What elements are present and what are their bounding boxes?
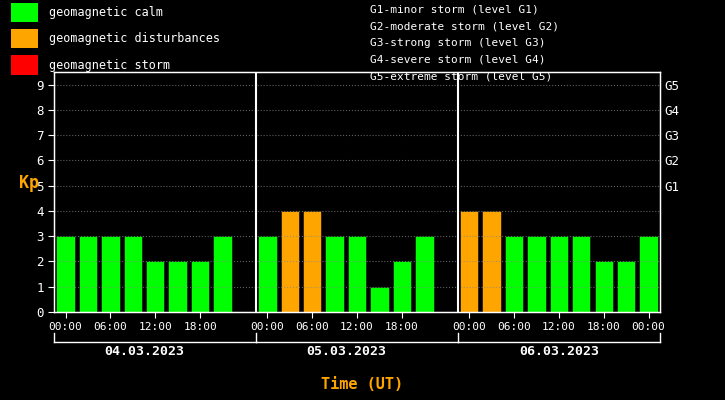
Bar — [617, 262, 635, 312]
Bar — [57, 236, 75, 312]
Text: 06.03.2023: 06.03.2023 — [519, 345, 599, 358]
Bar — [79, 236, 97, 312]
Bar — [124, 236, 142, 312]
Bar — [572, 236, 590, 312]
Bar — [594, 262, 613, 312]
Bar — [527, 236, 546, 312]
Bar — [191, 262, 210, 312]
Text: G1-minor storm (level G1): G1-minor storm (level G1) — [370, 4, 539, 14]
Bar — [393, 262, 411, 312]
Bar — [639, 236, 658, 312]
Bar — [415, 236, 434, 312]
Bar — [12, 3, 38, 22]
Text: geomagnetic disturbances: geomagnetic disturbances — [49, 32, 220, 45]
Text: G4-severe storm (level G4): G4-severe storm (level G4) — [370, 54, 545, 64]
Text: Time (UT): Time (UT) — [321, 377, 404, 392]
Bar — [370, 287, 389, 312]
Bar — [281, 211, 299, 312]
Text: geomagnetic calm: geomagnetic calm — [49, 6, 163, 19]
Bar — [146, 262, 165, 312]
Text: G5-extreme storm (level G5): G5-extreme storm (level G5) — [370, 71, 552, 81]
Text: 04.03.2023: 04.03.2023 — [104, 345, 184, 358]
Bar — [460, 211, 479, 312]
Text: geomagnetic storm: geomagnetic storm — [49, 59, 170, 72]
Bar — [12, 29, 38, 48]
Bar — [102, 236, 120, 312]
Bar — [12, 56, 38, 75]
Bar — [550, 236, 568, 312]
Bar — [348, 236, 366, 312]
Bar — [168, 262, 187, 312]
Y-axis label: Kp: Kp — [19, 174, 39, 192]
Bar — [258, 236, 276, 312]
Bar — [505, 236, 523, 312]
Text: G2-moderate storm (level G2): G2-moderate storm (level G2) — [370, 21, 559, 31]
Text: G3-strong storm (level G3): G3-strong storm (level G3) — [370, 38, 545, 48]
Bar — [303, 211, 321, 312]
Bar — [482, 211, 501, 312]
Bar — [213, 236, 232, 312]
Bar — [326, 236, 344, 312]
Text: 05.03.2023: 05.03.2023 — [306, 345, 386, 358]
